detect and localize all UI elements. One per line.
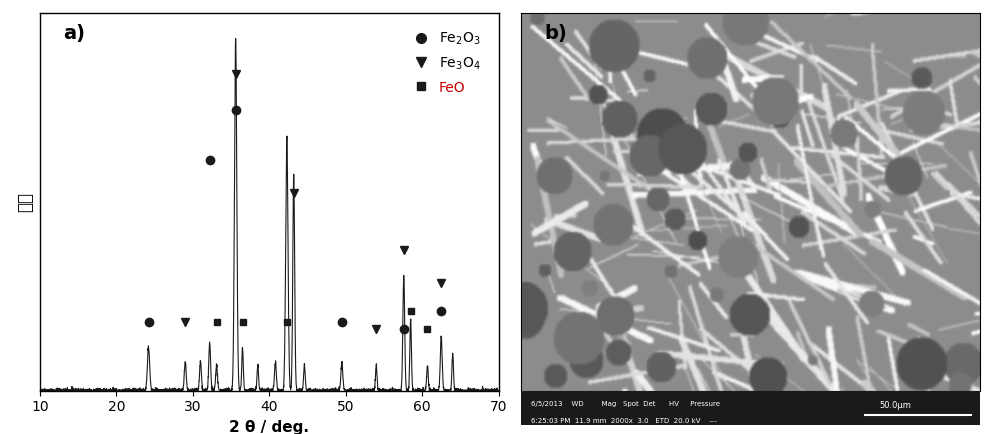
Y-axis label: 强度: 强度 [16,192,34,212]
Text: 6:25:03 PM  11.9 mm  2000x  3.0   ETD  20.0 kV    ---: 6:25:03 PM 11.9 mm 2000x 3.0 ETD 20.0 kV… [531,418,717,424]
Text: a): a) [63,24,85,43]
Text: 50.0μm: 50.0μm [879,401,911,410]
Legend: Fe$_2$O$_3$, Fe$_3$O$_4$, FeO: Fe$_2$O$_3$, Fe$_3$O$_4$, FeO [403,20,492,105]
X-axis label: 2 θ / deg.: 2 θ / deg. [229,420,309,434]
Text: b): b) [544,24,567,43]
Text: 6/5/2013    WD        Mag   Spot  Det      HV     Pressure: 6/5/2013 WD Mag Spot Det HV Pressure [531,401,720,407]
